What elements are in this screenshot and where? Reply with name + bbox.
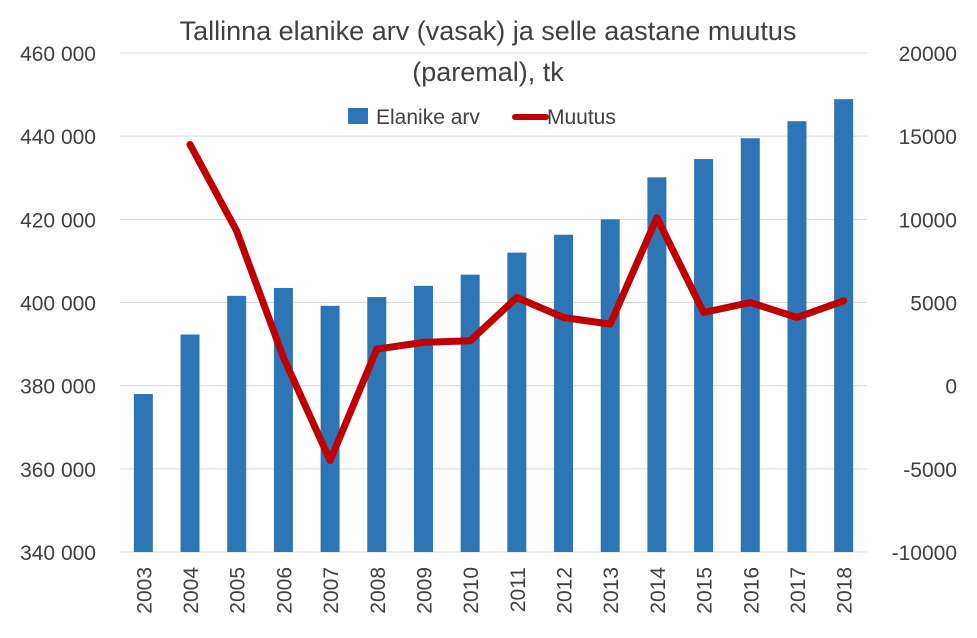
- x-tick-label-2011: 2011: [507, 567, 530, 612]
- bar-elanike-arv-2017: [787, 121, 807, 553]
- x-tick-label-2008: 2008: [367, 567, 390, 614]
- x-tick-label-2010: 2010: [460, 567, 483, 614]
- right-tick-label-1: -5000: [903, 459, 957, 482]
- bar-elanike-arv-2008: [367, 297, 387, 552]
- right-tick-label-0: -10000: [892, 542, 957, 565]
- bar-elanike-arv-2009: [413, 285, 433, 552]
- legend: Elanike arv Muutus: [348, 106, 616, 129]
- x-tick-label-2007: 2007: [320, 567, 343, 614]
- bar-elanike-arv-2012: [554, 234, 574, 552]
- bar-elanike-arv-2004: [180, 334, 200, 552]
- chart-title: Tallinna elanike arv (vasak) ja selle aa…: [180, 16, 797, 87]
- chart-title-line-2: (paremal), tk: [412, 57, 564, 87]
- legend-label-elanike-arv: Elanike arv: [376, 106, 480, 129]
- bar-elanike-arv-2006: [273, 287, 293, 552]
- right-tick-label-6: 20000: [899, 43, 957, 66]
- x-tick-label-2013: 2013: [600, 567, 623, 614]
- x-tick-label-2012: 2012: [554, 567, 577, 614]
- x-tick-label-2016: 2016: [740, 567, 763, 614]
- bar-elanike-arv-2015: [694, 159, 714, 552]
- legend-label-muutus: Muutus: [547, 106, 616, 129]
- bar-elanike-arv-2010: [460, 274, 480, 552]
- left-tick-label-0: 340 000: [20, 542, 96, 565]
- bar-elanike-arv-2005: [227, 295, 247, 552]
- left-tick-label-4: 420 000: [20, 209, 96, 232]
- left-tick-label-5: 440 000: [20, 126, 96, 149]
- bar-elanike-arv-2014: [647, 177, 667, 552]
- bar-elanike-arv-2011: [507, 252, 527, 552]
- chart-title-line-1: Tallinna elanike arv (vasak) ja selle aa…: [180, 16, 797, 46]
- bar-elanike-arv-2003: [133, 393, 153, 552]
- bar-elanike-arv-2016: [740, 138, 760, 552]
- x-tick-label-2014: 2014: [647, 567, 670, 614]
- right-tick-label-3: 5000: [910, 293, 957, 316]
- left-tick-label-6: 460 000: [20, 43, 96, 66]
- x-tick-label-2003: 2003: [133, 567, 156, 614]
- x-tick-label-2009: 2009: [413, 567, 436, 614]
- bar-elanike-arv-2018: [834, 99, 854, 552]
- right-axis-tick-labels: -10000 -5000 0 5000 10000 15000 20000: [892, 43, 957, 565]
- bar-series-elanike-arv: [133, 99, 854, 553]
- x-tick-label-2018: 2018: [834, 567, 857, 614]
- x-tick-label-2015: 2015: [694, 567, 717, 614]
- x-tick-label-2004: 2004: [180, 567, 203, 614]
- x-tick-label-2006: 2006: [273, 567, 296, 614]
- x-tick-label-2017: 2017: [787, 567, 810, 614]
- right-tick-label-4: 10000: [899, 209, 957, 232]
- left-axis-tick-labels: 340 000 360 000 380 000 400 000 420 000 440 0…: [20, 43, 96, 565]
- line-series-muutus: [186, 141, 848, 464]
- x-axis-tick-labels: 2003 2004 2005 2006 2007 2008 2009 2010 2011 2012…: [133, 567, 856, 614]
- legend-swatch-elanike-arv: [348, 108, 368, 124]
- bar-elanike-arv-2013: [600, 219, 620, 553]
- left-tick-label-2: 380 000: [20, 376, 96, 399]
- right-tick-label-2: 0: [945, 376, 957, 399]
- x-tick-label-2005: 2005: [227, 567, 250, 614]
- left-tick-label-3: 400 000: [20, 293, 96, 316]
- left-tick-label-1: 360 000: [20, 459, 96, 482]
- right-tick-label-5: 15000: [899, 126, 957, 149]
- bar-elanike-arv-2007: [320, 305, 340, 552]
